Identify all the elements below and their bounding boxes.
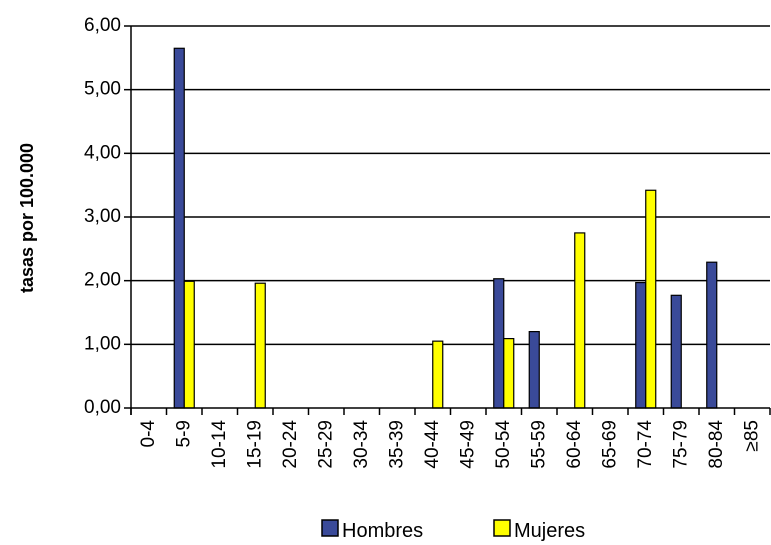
bar-hombres-70-74 (635, 281, 647, 409)
x-tick-label: 35-39 (386, 420, 407, 469)
gridlines (131, 25, 770, 346)
x-tick-label: 20-24 (280, 420, 301, 469)
x-tick-label: 70-74 (635, 420, 656, 469)
x-tick-label: 25-29 (315, 420, 336, 469)
x-tick-label: 5-9 (173, 420, 194, 447)
x-tick-label: 40-44 (422, 420, 443, 469)
bar-mujeres-60-64 (574, 232, 586, 409)
y-tick-label: 5,00 (84, 79, 121, 100)
x-tick-label: 65-69 (599, 420, 620, 469)
legend-swatch-mujeres (493, 519, 511, 537)
y-tick-label: 0,00 (84, 397, 121, 418)
axes (124, 25, 771, 415)
y-axis-label: tasas por 100.000 (17, 143, 37, 293)
y-tick-label: 4,00 (84, 142, 121, 163)
y-tick-labels: 0,00 1,00 2,00 3,00 4,00 5,00 6,00 (84, 15, 121, 418)
x-tick-labels: 0-4 5-9 10-14 15-19 20-24 25-29 30-34 35-39 40-4… (138, 420, 763, 469)
y-tick-label: 1,00 (84, 333, 121, 354)
x-tick-label: 50-54 (493, 420, 514, 469)
bar-hombres-5-9 (173, 47, 185, 409)
legend-swatch-hombres (321, 519, 339, 537)
x-tick-label: 15-19 (244, 420, 265, 469)
y-tick-label: 2,00 (84, 270, 121, 291)
bar-hombres-80-84 (706, 261, 718, 409)
legend: Hombres Mujeres (321, 519, 585, 542)
bar-hombres-75-79 (670, 294, 682, 409)
x-tick-label: 55-59 (528, 420, 549, 469)
bar-hombres-50-54 (493, 278, 505, 409)
x-tick-label: 80-84 (706, 420, 727, 469)
y-tick-label: 3,00 (84, 206, 121, 227)
legend-label-mujeres: Mujeres (514, 520, 585, 542)
x-tick-label: 75-79 (670, 420, 691, 469)
legend-label-hombres: Hombres (342, 520, 423, 542)
x-tick-label: 10-14 (209, 420, 230, 469)
bar-mujeres-50-54 (503, 338, 515, 409)
x-tick-label: ≥85 (741, 420, 762, 452)
x-tick-label: 0-4 (138, 420, 159, 448)
x-tick-label: 60-64 (564, 420, 585, 469)
bar-hombres-55-59 (528, 331, 540, 409)
x-tick-label: 45-49 (457, 420, 478, 469)
bars (173, 47, 718, 409)
x-tick-label: 30-34 (351, 420, 372, 469)
bar-mujeres-40-44 (432, 340, 444, 409)
bar-mujeres-5-9 (183, 280, 195, 409)
bar-mujeres-15-19 (254, 282, 266, 409)
y-tick-label: 6,00 (84, 15, 121, 36)
bar-mujeres-70-74 (645, 189, 657, 409)
